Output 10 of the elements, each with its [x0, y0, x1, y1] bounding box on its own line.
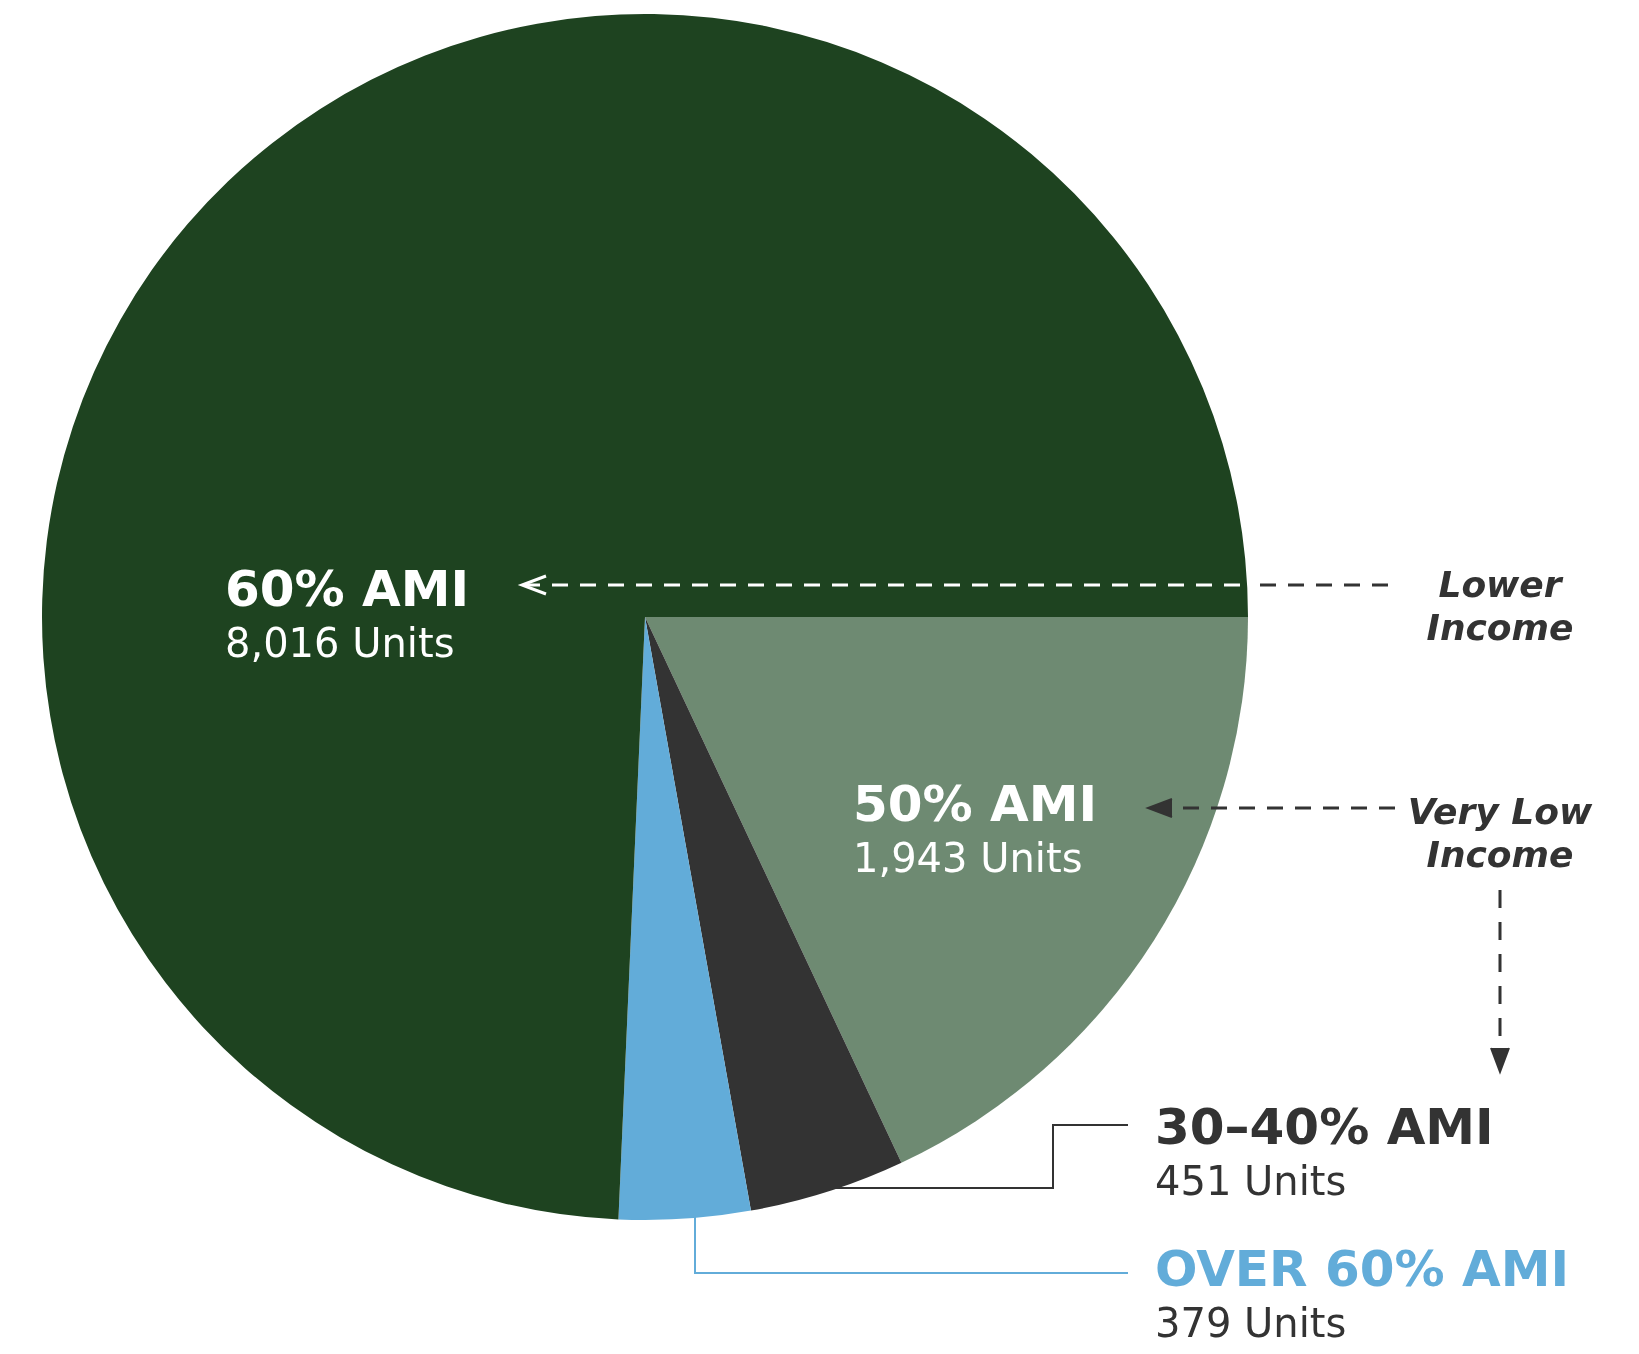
text: Very Low Income — [1400, 790, 1600, 876]
slice-label: 50% AMI — [853, 775, 1098, 833]
slice-label: 60% AMI — [225, 560, 470, 618]
data-label: 1,943 Units — [853, 835, 1083, 881]
data-label: 379 Units — [1155, 1300, 1347, 1346]
slice-label: 30–40% AMI — [1155, 1098, 1494, 1156]
text: Lower Income — [1400, 563, 1600, 649]
data-label: 8,016 Units — [225, 620, 455, 666]
slice-label: OVER 60% AMI — [1155, 1240, 1570, 1298]
data-label: 451 Units — [1155, 1158, 1347, 1204]
